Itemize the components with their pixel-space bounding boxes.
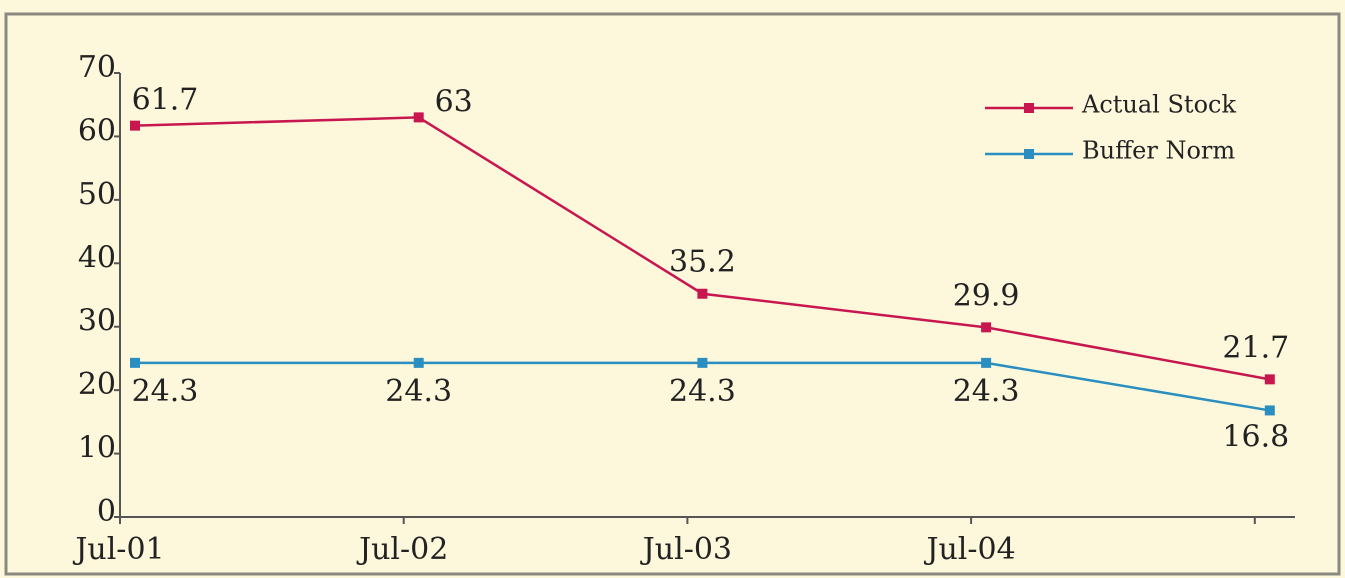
x-tick-label: Jul-01 — [72, 532, 164, 567]
data-label: 24.3 — [385, 374, 452, 409]
y-tick-label: 10 — [78, 431, 116, 466]
y-tick-label: 50 — [78, 177, 116, 212]
data-label: 29.9 — [953, 278, 1020, 313]
marker — [1264, 374, 1275, 385]
legend-marker — [1024, 103, 1034, 113]
marker — [981, 322, 992, 333]
data-label: 21.7 — [1222, 330, 1289, 365]
y-tick-label: 0 — [97, 494, 116, 529]
legend-label: Actual Stock — [1081, 91, 1236, 119]
x-tick-label: Jul-04 — [923, 532, 1015, 567]
data-label: 24.3 — [132, 374, 199, 409]
data-label: 35.2 — [669, 245, 736, 280]
marker — [1264, 405, 1275, 416]
marker — [130, 357, 140, 368]
marker — [981, 357, 992, 368]
y-tick-label: 70 — [78, 50, 116, 85]
x-tick-label: Jul-02 — [356, 532, 448, 567]
data-label: 16.8 — [1222, 419, 1289, 454]
marker — [413, 357, 424, 368]
data-label: 61.7 — [132, 83, 199, 118]
legend-marker — [1024, 149, 1034, 159]
legend-label: Buffer Norm — [1082, 137, 1235, 165]
marker — [697, 288, 708, 299]
y-tick-label: 30 — [78, 304, 116, 339]
y-tick-label: 20 — [78, 367, 116, 402]
marker — [697, 357, 708, 368]
marker — [413, 112, 424, 123]
data-label: 63 — [435, 84, 473, 119]
data-label: 24.3 — [669, 374, 736, 409]
marker — [130, 120, 140, 131]
data-label: 24.3 — [953, 374, 1020, 409]
y-tick-label: 60 — [78, 113, 116, 148]
x-tick-label: Jul-03 — [640, 532, 732, 567]
chart-frame — [4, 12, 1341, 576]
y-tick-label: 40 — [78, 240, 116, 275]
